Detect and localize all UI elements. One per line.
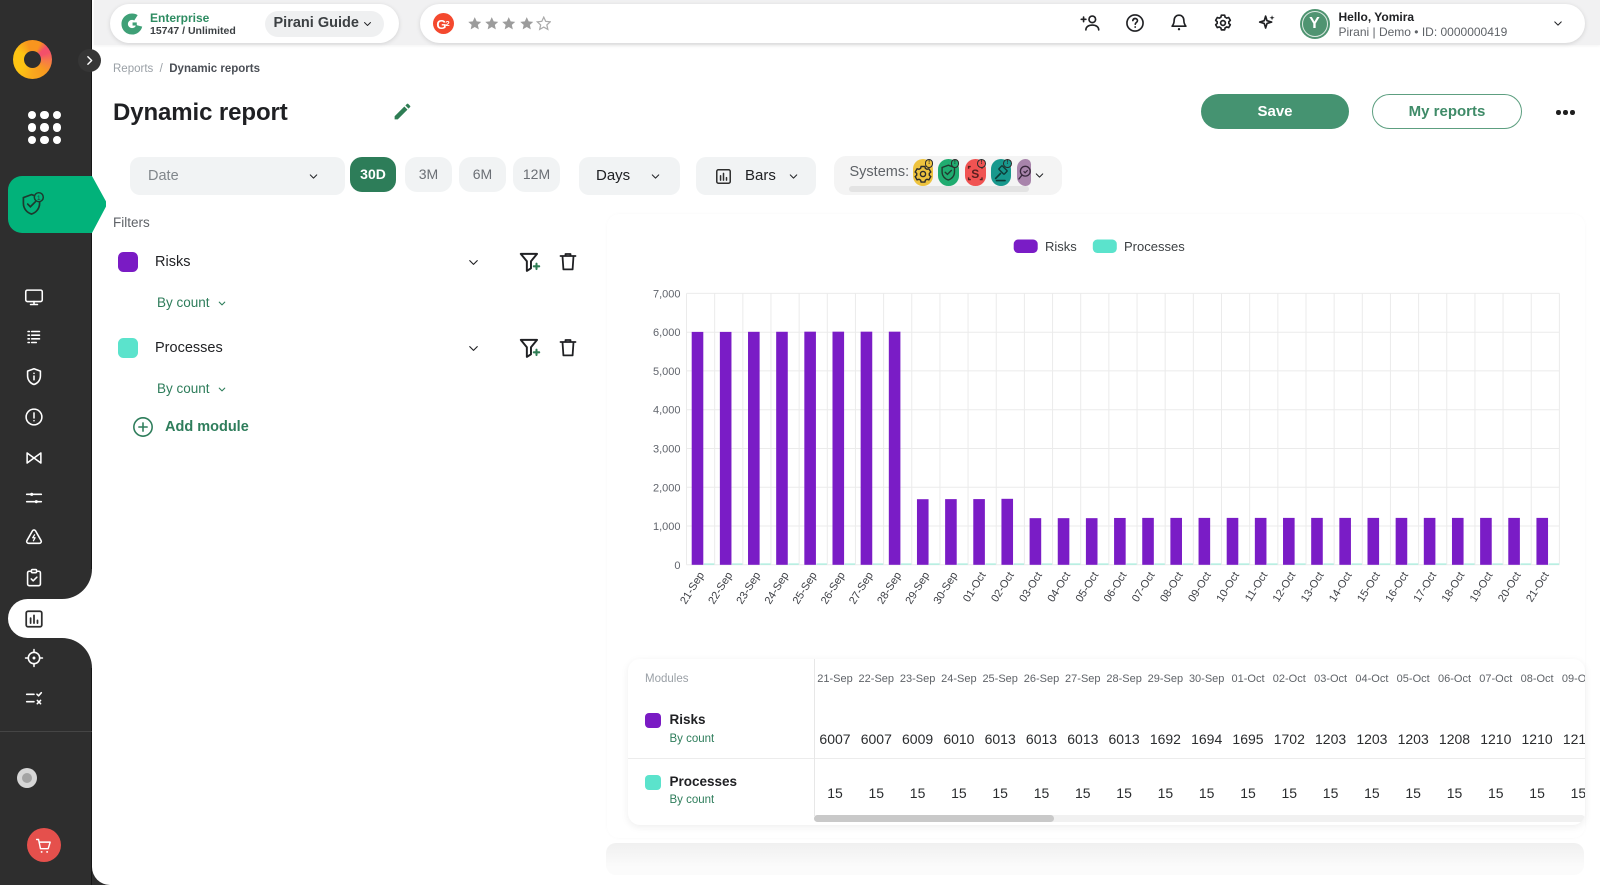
svg-text:18-Oct: 18-Oct [1440,570,1468,604]
svg-text:13-Oct: 13-Oct [1299,570,1327,604]
svg-text:1,000: 1,000 [653,521,681,533]
svg-text:06-Oct: 06-Oct [1102,570,1130,604]
svg-text:02-Oct: 02-Oct [989,570,1017,604]
svg-text:S: S [971,166,979,180]
svg-text:7,000: 7,000 [653,288,681,300]
svg-text:10-Oct: 10-Oct [1214,570,1242,604]
svg-text:04-Oct: 04-Oct [1045,570,1073,604]
svg-text:11-Oct: 11-Oct [1243,570,1270,604]
svg-text:24-Sep: 24-Sep [763,570,792,606]
svg-text:Processes: Processes [1124,239,1185,254]
svg-text:25-Sep: 25-Sep [791,570,820,606]
svg-text:30-Sep: 30-Sep [931,570,960,606]
svg-text:Risks: Risks [1045,239,1077,254]
svg-text:19-Oct: 19-Oct [1468,570,1496,604]
svg-text:20-Oct: 20-Oct [1496,570,1524,604]
svg-text:1: 1 [37,195,41,202]
svg-text:3,000: 3,000 [653,444,681,456]
svg-text:15-Oct: 15-Oct [1355,570,1383,604]
svg-text:05-Oct: 05-Oct [1074,570,1102,604]
svg-text:17-Oct: 17-Oct [1411,570,1439,604]
svg-text:14-Oct: 14-Oct [1327,570,1355,604]
svg-text:21-Sep: 21-Sep [678,570,707,606]
svg-text:28-Sep: 28-Sep [875,570,904,606]
svg-text:23-Sep: 23-Sep [734,570,763,606]
svg-text:09-Oct: 09-Oct [1186,570,1214,604]
svg-text:21-Oct: 21-Oct [1524,570,1552,604]
svg-text:16-Oct: 16-Oct [1383,570,1411,604]
svg-text:22-Sep: 22-Sep [706,570,735,606]
svg-text:2,000: 2,000 [653,482,681,494]
svg-text:03-Oct: 03-Oct [1017,570,1045,604]
svg-text:07-Oct: 07-Oct [1130,570,1158,604]
svg-text:08-Oct: 08-Oct [1158,570,1186,604]
svg-text:6,000: 6,000 [653,327,681,339]
svg-text:01-Oct: 01-Oct [961,570,989,604]
svg-text:5,000: 5,000 [653,366,681,378]
svg-text:12-Oct: 12-Oct [1271,570,1299,604]
svg-text:0: 0 [674,560,680,572]
svg-text:29-Sep: 29-Sep [903,570,932,606]
svg-text:27-Sep: 27-Sep [847,570,876,606]
svg-text:4,000: 4,000 [653,405,681,417]
svg-text:26-Sep: 26-Sep [819,570,848,606]
